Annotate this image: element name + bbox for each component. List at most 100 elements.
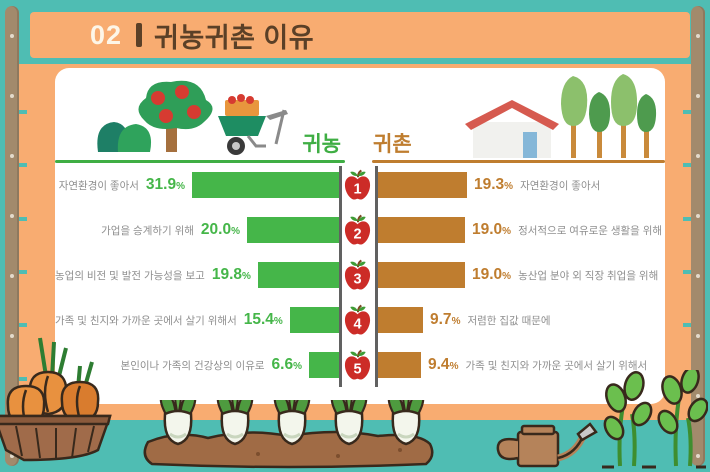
nail-dot — [10, 34, 14, 38]
chart-row: 자연환경이 좋아서 31.9% 1 19.3% 자연환경이 좋아서 — [55, 169, 665, 200]
chart-card: 귀농 귀촌 자연환경이 좋아서 31.9% 1 19.3% 자연환경이 좋아서 … — [55, 68, 665, 404]
apple-rank-icon: 4 — [344, 304, 371, 335]
center-axis-left — [339, 166, 342, 387]
nail-dot — [696, 334, 700, 338]
nail-dot — [10, 334, 14, 338]
fence-tick — [14, 377, 27, 381]
right-row-group: 19.0% 농산업 분야 외 직장 취업을 위해 — [378, 262, 665, 288]
nail-dot — [696, 154, 700, 158]
svg-text:4: 4 — [353, 317, 361, 333]
right-bar — [378, 352, 421, 378]
left-row-group: 본인이나 가족의 건강상의 이유로 6.6% — [55, 352, 339, 378]
left-bar-value: 19.8% — [211, 266, 251, 283]
chart-row: 농업의 비전 및 발전 가능성을 보고 19.8% 3 19.0% 농산업 분야… — [55, 259, 665, 290]
right-bar-label: 정서적으로 여유로운 생활을 위해 — [518, 224, 663, 237]
house-icon — [465, 100, 559, 158]
apple-rank-icon: 1 — [344, 169, 371, 200]
fence-tick — [14, 270, 27, 274]
header-band: 02 귀농귀촌 이유 — [30, 12, 690, 58]
right-wood-post — [691, 6, 705, 466]
fence-tick — [683, 110, 696, 114]
left-row-group: 농업의 비전 및 발전 가능성을 보고 19.8% — [55, 262, 339, 288]
fence-tick — [14, 163, 27, 167]
onion-basket-icon — [0, 337, 112, 462]
fence-tick — [14, 217, 27, 221]
left-bar — [192, 172, 339, 198]
seedling-plants-icon — [602, 370, 708, 469]
left-bar-value: 15.4% — [243, 311, 283, 328]
apple-tree-icon — [138, 80, 213, 152]
left-bar-label: 본인이나 가족의 건강상의 이유로 — [120, 359, 265, 372]
svg-text:2: 2 — [353, 227, 361, 243]
legend-left-underline — [55, 160, 345, 163]
right-bar — [378, 262, 465, 288]
right-bar-label: 자연환경이 좋아서 — [520, 179, 601, 192]
farm-illustration — [97, 80, 288, 155]
right-bar-value: 19.0% — [472, 266, 512, 283]
left-row-group: 가업을 승계하기 위해 20.0% — [55, 217, 339, 243]
fence-tick — [683, 323, 696, 327]
svg-text:1: 1 — [353, 182, 361, 198]
right-bar-label: 가족 및 친지와 가까운 곳에서 살기 위해서 — [465, 359, 648, 372]
bush-icon — [97, 122, 152, 152]
left-row-group: 가족 및 친지와 가까운 곳에서 살기 위해서 15.4% — [55, 307, 339, 333]
right-bar-value: 19.3% — [474, 176, 514, 193]
fence-tick — [14, 110, 27, 114]
svg-text:3: 3 — [353, 272, 361, 288]
chart-row: 가족 및 친지와 가까운 곳에서 살기 위해서 15.4% 4 9.7% 저렴한… — [55, 304, 665, 335]
center-axis-right — [375, 166, 378, 387]
apple-rank-icon: 5 — [344, 349, 371, 380]
rank-marker: 3 — [343, 258, 372, 292]
right-bar-value: 9.7% — [430, 311, 461, 328]
fence-tick — [683, 163, 696, 167]
right-bar-label: 농산업 분야 외 직장 취업을 위해 — [518, 269, 659, 282]
right-bar-value: 19.0% — [472, 221, 512, 238]
right-row-group: 19.3% 자연환경이 좋아서 — [378, 172, 665, 198]
nail-dot — [10, 94, 14, 98]
right-bar-value: 9.4% — [428, 356, 459, 373]
title-divider-bar — [136, 23, 143, 47]
legend-left-label: 귀농 — [302, 133, 341, 156]
chart-row: 가업을 승계하기 위해 20.0% 2 19.0% 정서적으로 여유로운 생활을… — [55, 214, 665, 245]
nail-dot — [10, 214, 14, 218]
radish-icon — [216, 400, 254, 446]
radish-icon — [330, 400, 368, 446]
nail-dot — [10, 154, 14, 158]
right-bar-label: 저렴한 집값 때문에 — [467, 314, 551, 327]
nail-dot — [10, 274, 14, 278]
left-bar-label: 가족 및 친지와 가까운 곳에서 살기 위해서 — [55, 314, 237, 327]
right-row-group: 9.7% 저렴한 집값 때문에 — [378, 307, 665, 333]
trees-icon — [561, 74, 657, 158]
chart-row: 본인이나 가족의 건강상의 이유로 6.6% 5 9.4% 가족 및 친지와 가… — [55, 349, 665, 380]
fence-tick — [683, 270, 696, 274]
section-number: 02 — [90, 19, 123, 50]
right-bar — [378, 307, 423, 333]
right-row-group: 9.4% 가족 및 친지와 가까운 곳에서 살기 위해서 — [378, 352, 665, 378]
left-bar — [289, 307, 339, 333]
nail-dot — [696, 94, 700, 98]
svg-text:5: 5 — [353, 362, 361, 378]
rank-marker: 2 — [343, 213, 372, 247]
nail-dot — [696, 274, 700, 278]
nail-dot — [10, 454, 14, 458]
nail-dot — [696, 34, 700, 38]
radish-icon — [273, 400, 311, 446]
left-bar-label: 농업의 비전 및 발전 가능성을 보고 — [55, 269, 205, 282]
apple-rank-icon: 3 — [344, 259, 371, 290]
left-wood-post — [5, 6, 19, 466]
left-bar — [247, 217, 339, 243]
apple-rank-icon: 2 — [344, 214, 371, 245]
fence-tick — [14, 323, 27, 327]
left-bar-value: 31.9% — [145, 176, 185, 193]
right-bar — [378, 172, 467, 198]
nail-dot — [696, 454, 700, 458]
left-bar-label: 가업을 승계하기 위해 — [101, 224, 194, 237]
left-bar-value: 20.0% — [200, 221, 240, 238]
left-bar-value: 6.6% — [271, 356, 302, 373]
fence-tick — [683, 217, 696, 221]
left-row-group: 자연환경이 좋아서 31.9% — [55, 172, 339, 198]
nail-dot — [696, 214, 700, 218]
nail-dot — [696, 394, 700, 398]
page-title: 귀농귀촌 이유 — [154, 22, 315, 53]
watering-can-icon — [496, 422, 598, 468]
